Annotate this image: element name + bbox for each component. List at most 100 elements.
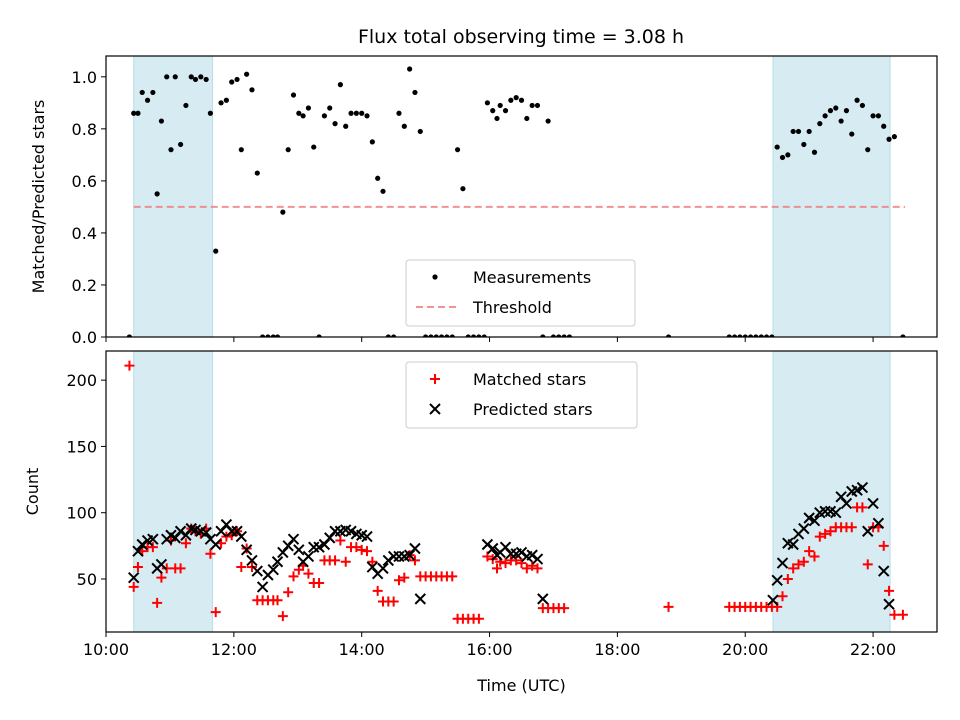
top-series-0-point-27: [260, 334, 266, 337]
top-series-0-point-78: [524, 115, 530, 122]
bottom-series-0-point-104: [820, 528, 831, 539]
top-ytick-label-3: 0.6: [72, 172, 97, 191]
bottom-series-0-point-12: [180, 538, 191, 549]
bottom-legend-label-1: Predicted stars: [473, 400, 593, 419]
top-legend-marker-0: [432, 274, 438, 280]
bottom-series-1-point-25: [251, 565, 263, 577]
top-series-0-point-79: [529, 102, 535, 109]
top-series-0-point-16: [203, 76, 209, 83]
bottom-xtick-label-3: 16:00: [466, 640, 512, 659]
bottom-series-0-point-116: [884, 585, 895, 596]
top-series-0-point-88: [726, 334, 732, 337]
bottom-legend-marker-0: [430, 374, 440, 384]
top-series-0-point-87: [665, 334, 672, 337]
top-series-0-point-25: [249, 87, 255, 93]
bottom-ylabel: Count: [23, 468, 42, 516]
bottom-series-0-point-17: [205, 548, 216, 559]
bottom-series-0-point-103: [814, 531, 825, 542]
bottom-series-1-point-58: [487, 542, 499, 555]
bottom-series-1-point-70: [771, 574, 783, 587]
top-series-0-point-60: [433, 334, 439, 337]
top-series-0-point-55: [407, 66, 413, 72]
bottom-series-1-point-73: [787, 538, 799, 551]
top-series-0-point-43: [343, 123, 349, 129]
top-series-0-point-1: [131, 110, 137, 116]
bottom-series-0-point-78: [527, 560, 538, 571]
top-series-0-point-75: [508, 97, 514, 103]
bottom-series-1-point-28: [267, 563, 279, 576]
bottom-series-0-point-102: [809, 551, 820, 562]
top-series-0-point-47: [364, 113, 370, 119]
top-series-0-point-20: [223, 97, 229, 103]
top-points: [126, 66, 906, 337]
top-series-0-point-5: [150, 89, 156, 96]
top-series-0-point-49: [375, 175, 381, 181]
bottom-series-1-point-24: [246, 554, 258, 567]
top-series-0-point-113: [859, 102, 866, 109]
bottom-series-1-point-29: [271, 556, 284, 568]
top-series-0-point-39: [321, 113, 328, 119]
bottom-series-1-point-69: [767, 594, 779, 606]
bottom-series-1-point-68: [537, 593, 549, 605]
top-series-0-point-89: [731, 334, 738, 337]
top-series-0-point-12: [183, 102, 189, 109]
top-series-0-point-114: [865, 147, 871, 153]
top-shaded-interval-1: [772, 55, 891, 338]
bottom-series-0-point-45: [351, 542, 362, 553]
top-series-0-point-59: [428, 334, 434, 337]
top-series-0-point-57: [417, 128, 423, 135]
bottom-series-0-point-97: [782, 573, 793, 584]
top-axes-frame: [105, 55, 938, 338]
bottom-series-0-point-18: [210, 607, 221, 618]
top-series-0-point-110: [843, 108, 850, 114]
bottom-series-1-point-33: [293, 544, 305, 556]
top-series-0-point-101: [795, 128, 802, 135]
top-series-0-point-93: [753, 334, 759, 337]
top-series-0-point-109: [838, 118, 844, 124]
top-ylabel: Matched/Predicted stars: [29, 100, 48, 294]
top-legend: Measurements Threshold: [405, 259, 636, 327]
top-shaded-interval-0: [133, 55, 214, 338]
top-series-0-point-111: [849, 131, 855, 137]
top-series-0-point-54: [401, 123, 407, 129]
top-series-0-point-50: [380, 188, 386, 194]
bottom-series-1-point-49: [377, 562, 389, 575]
bottom-series-1-point-75: [798, 522, 810, 535]
top-series-0-point-80: [534, 102, 541, 109]
bottom-points: [124, 360, 908, 624]
bottom-series-0-point-41: [330, 555, 341, 566]
bottom-series-1-point-71: [776, 557, 789, 569]
bottom-series-1-point-15: [200, 526, 212, 539]
top-series-0-point-99: [785, 152, 791, 158]
bottom-series-1-point-32: [287, 533, 300, 545]
top-series-0-point-3: [139, 89, 145, 96]
top-series-0-point-81: [540, 334, 546, 337]
top-series-0-point-9: [168, 147, 174, 153]
bottom-series-1-point-26: [256, 581, 269, 593]
bottom-series-0-point-48: [367, 556, 378, 567]
bottom-series-0-point-73: [500, 558, 511, 569]
bottom-series-1-point-0: [127, 571, 140, 584]
bottom-series-1-point-55: [409, 542, 421, 555]
top-series-0-point-63: [449, 334, 455, 337]
bottom-series-1-point-83: [840, 497, 853, 510]
bottom-series-0-point-47: [362, 546, 373, 557]
bottom-series-0-point-63: [447, 571, 458, 582]
top-series-0-point-91: [742, 334, 748, 337]
top-series-0-point-33: [290, 92, 297, 98]
bottom-series-0-point-100: [798, 556, 809, 567]
bottom-xtick-label-5: 20:00: [722, 640, 768, 659]
bottom-shaded-interval-1: [772, 350, 891, 633]
bottom-series-0-point-76: [516, 558, 527, 569]
top-series-0-point-8: [164, 74, 170, 80]
bottom-series-0-point-98: [788, 563, 799, 574]
bottom-series-1-point-17: [210, 538, 222, 551]
bottom-series-0-point-56: [409, 555, 420, 566]
bottom-xtick-label-4: 18:00: [594, 640, 640, 659]
top-series-0-point-34: [296, 110, 302, 116]
top-ytick-label-2: 0.4: [72, 224, 97, 243]
top-legend-label-1: Threshold: [472, 298, 552, 317]
top-series-0-point-53: [396, 110, 402, 116]
top-series-0-point-11: [177, 141, 184, 148]
bottom-series-0-point-23: [236, 562, 247, 573]
